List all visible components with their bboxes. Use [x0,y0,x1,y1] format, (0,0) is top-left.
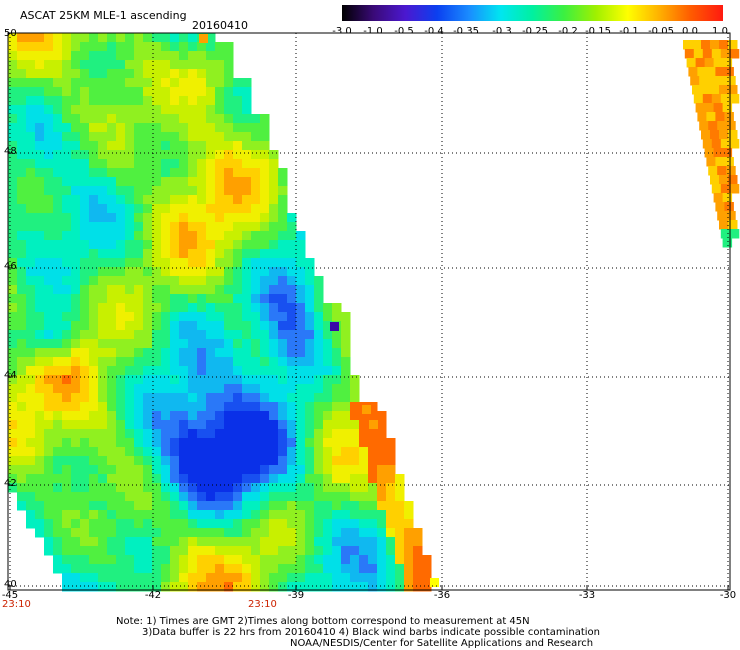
date-label: 20160410 [192,19,248,32]
colorbar-gradient [342,5,723,21]
colorbar-tick: -0.2 [558,26,578,37]
colorbar-tick: -0.35 [453,26,479,37]
colorbar-tick-labels: -3.0 -1.0 -0.5 -0.4 -0.35 -0.3 -0.25 -0.2 -0.15-… [330,26,735,38]
swath-right-strip [683,40,740,248]
colorbar-tick: 1.0 [712,26,728,37]
lat-label-44: 44 [4,370,17,381]
lon-label-m33: -33 [578,590,596,601]
lon-label-m30: -30 [719,590,737,601]
colorbar-tick: -1.0 [363,26,383,37]
lon-label-m36: -36 [433,590,451,601]
colorbar-tick: -0.4 [424,26,444,37]
swath-cells [8,33,432,592]
colorbar-tick: -0.5 [394,26,414,37]
footer-note-1: Note: 1) Times are GMT 2)Times along bot… [116,616,530,627]
colorbar-tick: -0.15 [585,26,611,37]
colorbar-tick: -0.05 [648,26,674,37]
colorbar-tick: -0.25 [522,26,548,37]
lon-label-m39: -39 [287,590,305,601]
colorbar-tick: -3.0 [332,26,352,37]
lon-label-m45: -45 [1,590,19,601]
time-label-mid: 23:10 [248,599,277,610]
time-label-start: 23:10 [2,599,31,610]
footer-note-2: 3)Data buffer is 22 hrs from 20160410 4)… [142,627,600,638]
lat-label-40: 40 [4,579,17,590]
lat-label-48: 48 [4,146,17,157]
colorbar-tick: -0.3 [492,26,512,37]
product-title: ASCAT 25KM MLE-1 ascending [20,9,187,22]
lat-label-46: 46 [4,261,17,272]
colorbar-tick: 0.0 [682,26,698,37]
colorbar [342,5,723,21]
map-frame [7,32,731,591]
colorbar-tick: -0.1 [619,26,639,37]
footer-note-3: NOAA/NESDIS/Center for Satellite Applica… [290,638,594,649]
lon-label-m42: -42 [144,590,162,601]
lat-label-42: 42 [4,478,17,489]
lat-label-50: 50 [4,28,17,39]
